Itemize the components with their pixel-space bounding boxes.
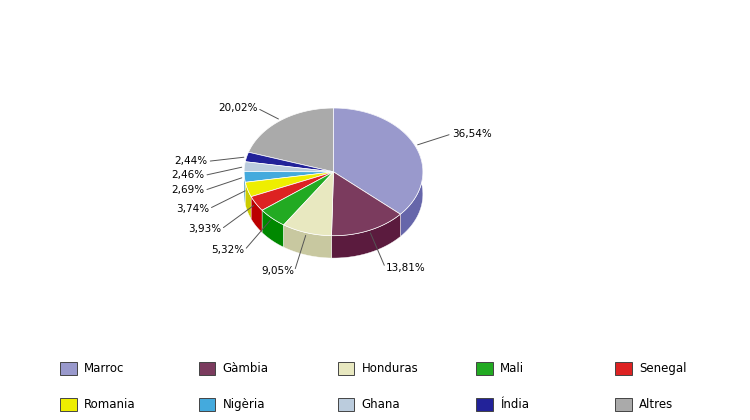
Polygon shape	[334, 108, 423, 236]
Text: Honduras: Honduras	[362, 362, 419, 375]
Text: 2,69%: 2,69%	[171, 185, 204, 195]
Text: Gàmbia: Gàmbia	[223, 362, 268, 375]
Text: 2,44%: 2,44%	[175, 156, 208, 166]
FancyBboxPatch shape	[476, 362, 493, 375]
Polygon shape	[334, 108, 423, 214]
FancyBboxPatch shape	[60, 398, 76, 411]
Text: Nigèria: Nigèria	[223, 398, 266, 411]
Polygon shape	[244, 162, 334, 172]
Text: 2,46%: 2,46%	[171, 171, 204, 181]
FancyBboxPatch shape	[338, 362, 354, 375]
Text: Immigració per nacionalitats: Immigració per nacionalitats	[11, 12, 349, 34]
Polygon shape	[245, 152, 334, 172]
Text: Marroc: Marroc	[84, 362, 124, 375]
Text: 20,02%: 20,02%	[217, 103, 257, 113]
Text: 3,93%: 3,93%	[188, 224, 221, 234]
Polygon shape	[251, 172, 334, 210]
Polygon shape	[244, 171, 334, 182]
Text: 5,32%: 5,32%	[211, 245, 244, 255]
Text: 13,81%: 13,81%	[386, 263, 425, 273]
Polygon shape	[245, 172, 334, 197]
Polygon shape	[248, 108, 334, 172]
FancyBboxPatch shape	[199, 398, 215, 411]
Text: Mali: Mali	[500, 362, 524, 375]
Text: Romania: Romania	[84, 398, 136, 411]
Polygon shape	[262, 172, 334, 225]
Polygon shape	[284, 225, 332, 258]
Polygon shape	[262, 210, 284, 247]
Polygon shape	[332, 214, 400, 258]
Polygon shape	[244, 171, 245, 205]
Text: 36,54%: 36,54%	[452, 129, 491, 139]
Polygon shape	[245, 182, 251, 219]
FancyBboxPatch shape	[615, 362, 632, 375]
Polygon shape	[284, 172, 334, 236]
Text: 9,05%: 9,05%	[262, 266, 295, 276]
FancyBboxPatch shape	[615, 398, 632, 411]
Text: Ghana: Ghana	[362, 398, 401, 411]
FancyBboxPatch shape	[60, 362, 76, 375]
FancyBboxPatch shape	[476, 398, 493, 411]
FancyBboxPatch shape	[199, 362, 215, 375]
Polygon shape	[332, 172, 400, 236]
Text: Índia: Índia	[500, 398, 530, 411]
Text: Senegal: Senegal	[639, 362, 686, 375]
Polygon shape	[251, 197, 262, 233]
Polygon shape	[244, 162, 245, 194]
Text: Altres: Altres	[639, 398, 674, 411]
Text: 3,74%: 3,74%	[176, 204, 209, 214]
FancyBboxPatch shape	[338, 398, 354, 411]
